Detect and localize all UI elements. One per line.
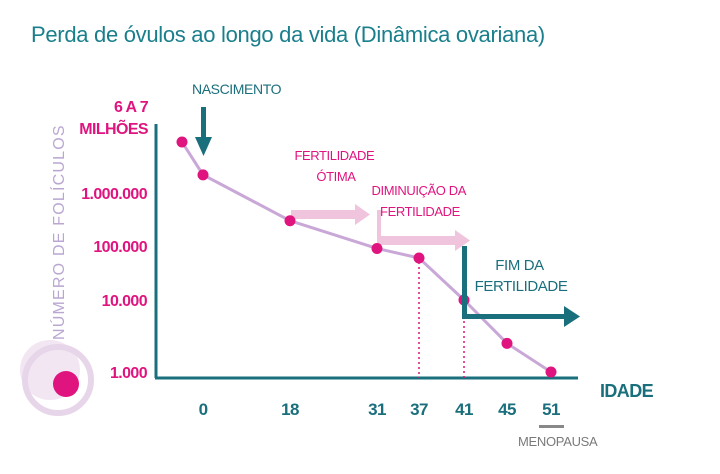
y-tick-label: 1.000 [110,365,148,382]
data-point [501,337,513,349]
birth-arrow [195,107,212,156]
data-point [176,136,188,148]
optimal-fertility-arrow [291,204,370,225]
optimal-fertility-label: FERTILIDADE ÓTIMA [294,148,377,184]
follicle-logo-icon [20,340,94,416]
x-tick-label: 41 [455,400,473,419]
data-point [545,366,557,378]
x-tick-label: 31 [368,400,386,419]
x-tick-label: 37 [410,400,428,419]
chart-title: Perda de óvulos ao longo da vida (Dinâmi… [31,22,545,47]
end-fertility-label: FIM DA FERTILIDADE [475,257,568,295]
data-point [371,242,383,254]
y-tick-label-top-line-0: 6 A 7 [114,99,149,116]
birth-label: NASCIMENTO [192,81,282,97]
data-point [197,169,209,181]
x-tick-label: 45 [498,400,516,419]
x-tick-label: 0 [199,400,208,419]
series-line [180,141,552,374]
menopausa-label: MENOPAUSA [518,434,598,449]
declining-fertility-arrow [377,210,470,251]
end-fertility-arrow [462,246,580,327]
y-tick-label: 1.000.000 [81,186,147,203]
x-tick-label: 18 [281,400,299,419]
y-tick-label: 10.000 [102,293,148,310]
y-tick-label-top-line-1: MILHÕES [79,118,149,138]
declining-fertility-label: DIMINUIÇÃO DA FERTILIDADE [372,183,469,219]
x-tick-label: 51 [542,400,560,419]
y-tick-label: 100.000 [93,239,147,256]
data-point [284,215,296,227]
data-point [413,252,425,264]
y-axis-title: NÚMERO DE FOLÍCULOS [49,124,68,340]
x-axis-title: IDADE [600,381,654,401]
menopausa-bar [539,425,564,428]
